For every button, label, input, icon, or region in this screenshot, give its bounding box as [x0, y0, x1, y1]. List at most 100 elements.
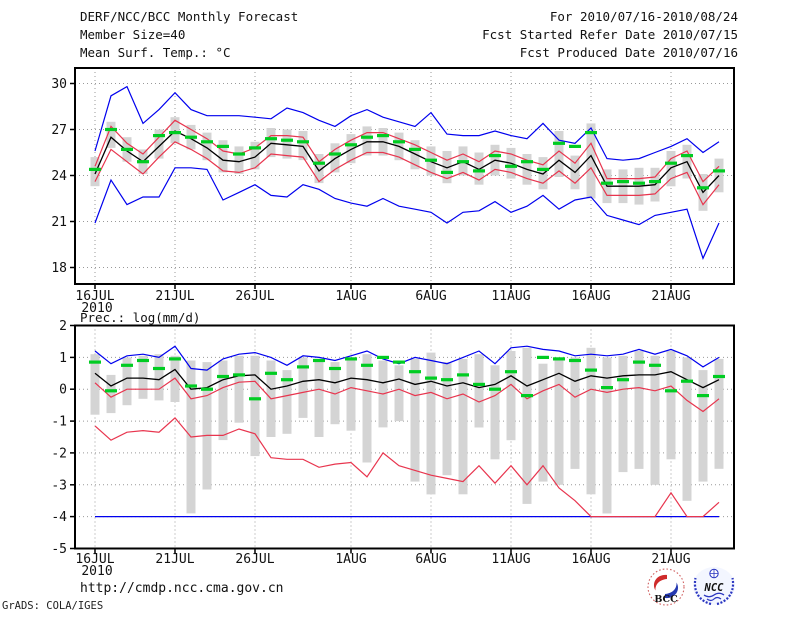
spread-bar: [154, 129, 164, 159]
y-tick-label: -4: [51, 510, 67, 525]
green-dash-marker: [393, 140, 405, 144]
spread-bar: [490, 365, 500, 460]
x-tick-label: 1AUG: [335, 552, 366, 567]
x-tick-label: 11AUG: [491, 552, 530, 567]
y-tick-label: -5: [51, 542, 67, 557]
x-tick-label: 26JUL: [235, 552, 274, 567]
green-dash-marker: [377, 355, 389, 359]
green-dash-marker: [233, 373, 245, 377]
series-blue-lower-envelope: [94, 167, 720, 260]
ncc-wave-icon: [703, 592, 725, 598]
green-dash-marker: [409, 370, 421, 374]
spread-bar: [202, 132, 212, 161]
green-dash-marker: [169, 357, 181, 361]
green-dash-marker: [297, 140, 309, 144]
green-dash-marker: [617, 180, 629, 184]
spread-bar: [282, 370, 292, 434]
ncc-logo: NCC: [693, 567, 735, 606]
green-dash-marker: [185, 384, 197, 388]
green-dash-marker: [713, 374, 725, 379]
spread-bar: [234, 146, 244, 174]
spread-bar: [266, 128, 276, 158]
spread-bar: [714, 158, 724, 193]
green-dash-marker: [233, 152, 245, 156]
green-dash-marker: [617, 378, 629, 382]
green-dash-marker: [121, 147, 133, 151]
green-dash-marker: [409, 147, 421, 151]
spread-bar: [106, 374, 116, 414]
green-dash-marker: [377, 134, 389, 138]
x-tick-sublabel: 2010: [81, 301, 112, 316]
series-black-ensemble-mean: [94, 130, 720, 194]
spread-bar: [442, 151, 452, 184]
green-dash-marker: [329, 366, 341, 371]
spread-bar: [106, 121, 116, 148]
green-dash-marker: [281, 378, 293, 382]
grads-credit: GrADS: COLA/IGES: [2, 600, 104, 612]
green-dash-marker: [137, 160, 149, 164]
green-dash-marker: [665, 161, 677, 165]
spread-bar: [458, 358, 468, 495]
series-red-lower-line: [94, 141, 720, 206]
spread-bar: [554, 131, 564, 177]
green-dash-marker: [649, 363, 661, 367]
x-tick-label: 21JUL: [155, 552, 194, 567]
spread-bar: [154, 354, 164, 401]
series-blue-upper-envelope: [94, 345, 720, 371]
spread-bar: [650, 355, 660, 485]
ncc-globe-lines: [709, 569, 719, 578]
green-dash-marker: [153, 134, 165, 138]
y-tick-label: 24: [51, 169, 67, 184]
spread-bar: [202, 362, 212, 490]
spread-bar: [346, 357, 356, 431]
bcc-logo-label: BCC: [654, 594, 678, 605]
green-dash-marker: [569, 144, 581, 148]
green-dash-marker: [393, 360, 405, 364]
green-dash-marker: [633, 360, 645, 364]
series-red-upper-line: [94, 377, 720, 413]
green-dash-marker: [649, 180, 661, 184]
green-dash-marker: [265, 371, 277, 375]
ncc-wreath-left-icon: [693, 577, 712, 606]
spread-bar: [522, 347, 532, 504]
spread-bar: [426, 352, 436, 495]
spread-bar: [682, 357, 692, 501]
spread-bar: [138, 355, 148, 399]
spread-bar: [474, 354, 484, 428]
ncc-wave2-icon: [706, 596, 722, 602]
green-dash-marker: [505, 370, 517, 374]
spread-bar: [234, 355, 244, 423]
bcc-ring-icon: [647, 568, 685, 606]
x-tick-label: 16JUL: [75, 289, 114, 304]
green-dash-marker: [601, 386, 613, 390]
x-tick-label: 21AUG: [651, 289, 690, 304]
spread-bar: [250, 355, 260, 457]
green-dash-marker: [537, 355, 549, 359]
member-size-label: Member Size=40: [80, 27, 186, 42]
spread-bar: [314, 358, 324, 437]
spread-bar: [442, 362, 452, 476]
spread-bar: [410, 358, 420, 482]
spread-bar: [570, 357, 580, 469]
series-red-upper-line: [94, 119, 720, 183]
page-title: DERF/NCC/BCC Monthly Forecast: [80, 9, 299, 24]
spread-bar: [586, 123, 596, 199]
spread-bar: [538, 363, 548, 482]
bcc-blue-swirl-icon: [665, 582, 679, 599]
green-dash-marker: [89, 167, 101, 171]
ncc-background: [693, 567, 735, 605]
green-dash-marker: [681, 154, 693, 158]
green-dash-marker: [121, 363, 133, 367]
y-tick-label: -3: [51, 478, 67, 493]
x-tick-label: 16JUL: [75, 552, 114, 567]
y-tick-label: -1: [51, 415, 67, 430]
green-dash-marker: [585, 131, 597, 135]
green-dash-marker: [313, 161, 325, 165]
series-blue-upper-envelope: [94, 85, 720, 161]
x-tick-label: 16AUG: [571, 289, 610, 304]
green-dash-marker: [601, 181, 613, 185]
green-dash-marker: [441, 378, 453, 382]
green-dash-marker: [505, 164, 517, 168]
green-dash-marker: [473, 382, 485, 386]
green-dash-marker: [537, 167, 549, 171]
